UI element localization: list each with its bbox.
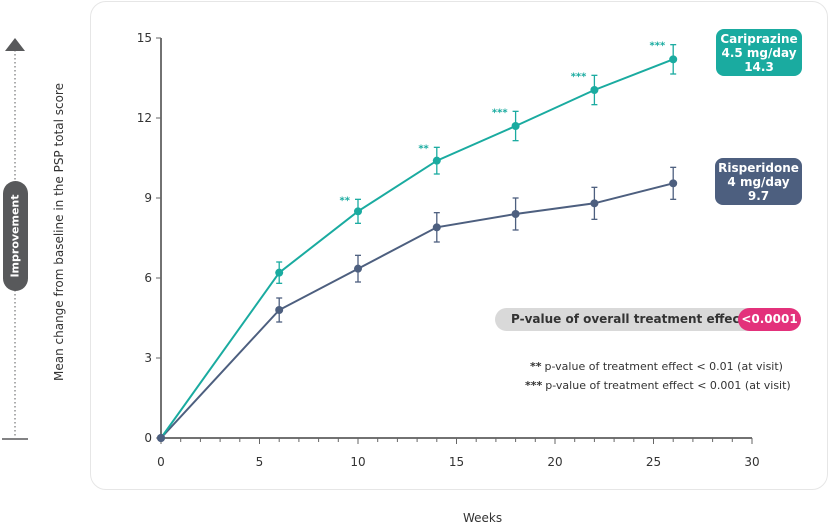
data-point — [590, 86, 599, 94]
data-point — [354, 207, 362, 216]
y-tick-label: 0 — [144, 431, 152, 445]
data-point — [590, 199, 599, 208]
data-point — [275, 306, 284, 314]
significance-marker: ** — [340, 195, 351, 206]
data-point — [511, 122, 520, 130]
y-axis-label: Mean change from baseline in the PSP tot… — [52, 83, 66, 381]
y-tick-label: 15 — [137, 31, 152, 45]
significance-marker: ** — [418, 143, 429, 154]
series-cariprazine: ************* — [157, 41, 678, 442]
overall-pvalue-badge: <0.0001 — [738, 308, 801, 331]
footnote-marker: ** — [530, 360, 542, 373]
chart-card — [90, 1, 828, 490]
legend-cariprazine: Cariprazine 4.5 mg/day 14.3 — [716, 29, 802, 76]
significance-marker: *** — [492, 107, 508, 118]
x-tick-label: 10 — [350, 455, 365, 469]
x-tick-label: 5 — [256, 455, 264, 469]
y-tick-label: 6 — [144, 271, 152, 285]
legend-cariprazine-value: 14.3 — [744, 60, 774, 74]
chart-series: ************* — [157, 41, 678, 442]
y-tick-label: 12 — [137, 111, 152, 125]
significance-marker: *** — [649, 41, 665, 52]
x-tick-label: 20 — [547, 455, 562, 469]
chart-axes: 0 5 10 15 20 25 30 0 3 6 9 12 15 — [137, 31, 760, 469]
improvement-arrow — [2, 38, 28, 440]
y-tick-label: 3 — [144, 351, 152, 365]
improvement-label: Improvement — [8, 194, 22, 278]
data-point — [669, 179, 678, 188]
x-tick-label: 15 — [449, 455, 464, 469]
data-point — [432, 156, 441, 165]
data-point — [275, 268, 284, 277]
data-point — [432, 223, 441, 232]
data-point — [511, 210, 520, 218]
data-point — [669, 55, 678, 64]
x-axis-label: Weeks — [463, 511, 503, 525]
improvement-pill — [3, 181, 28, 291]
footnote-text: p-value of treatment effect < 0.01 (at v… — [544, 360, 783, 373]
data-point — [354, 264, 362, 273]
data-point — [157, 434, 165, 442]
legend-risperidone: Risperidone 4 mg/day 9.7 — [715, 158, 802, 205]
x-tick-label: 25 — [646, 455, 661, 469]
footnote-text: p-value of treatment effect < 0.001 (at … — [545, 379, 791, 392]
x-tick-label: 30 — [744, 455, 759, 469]
footnote-triple-star: *** p-value of treatment effect < 0.001 (… — [525, 379, 791, 392]
footnote-double-star: ** p-value of treatment effect < 0.01 (at… — [530, 360, 783, 373]
series-risperidone — [157, 166, 678, 442]
legend-cariprazine-name: Cariprazine — [720, 32, 798, 46]
legend-risperidone-name: Risperidone — [718, 161, 799, 175]
x-tick-label: 0 — [157, 455, 165, 469]
y-tick-label: 9 — [144, 191, 152, 205]
legend-risperidone-dose: 4 mg/day — [727, 175, 790, 189]
significance-marker: *** — [571, 71, 587, 82]
arrow-up-icon — [5, 38, 25, 51]
overall-pvalue-label: P-value of overall treatment effect: — [495, 308, 765, 331]
legend-risperidone-value: 9.7 — [747, 189, 770, 203]
footnote-marker: *** — [525, 379, 543, 392]
legend-cariprazine-dose: 4.5 mg/day — [721, 46, 797, 60]
